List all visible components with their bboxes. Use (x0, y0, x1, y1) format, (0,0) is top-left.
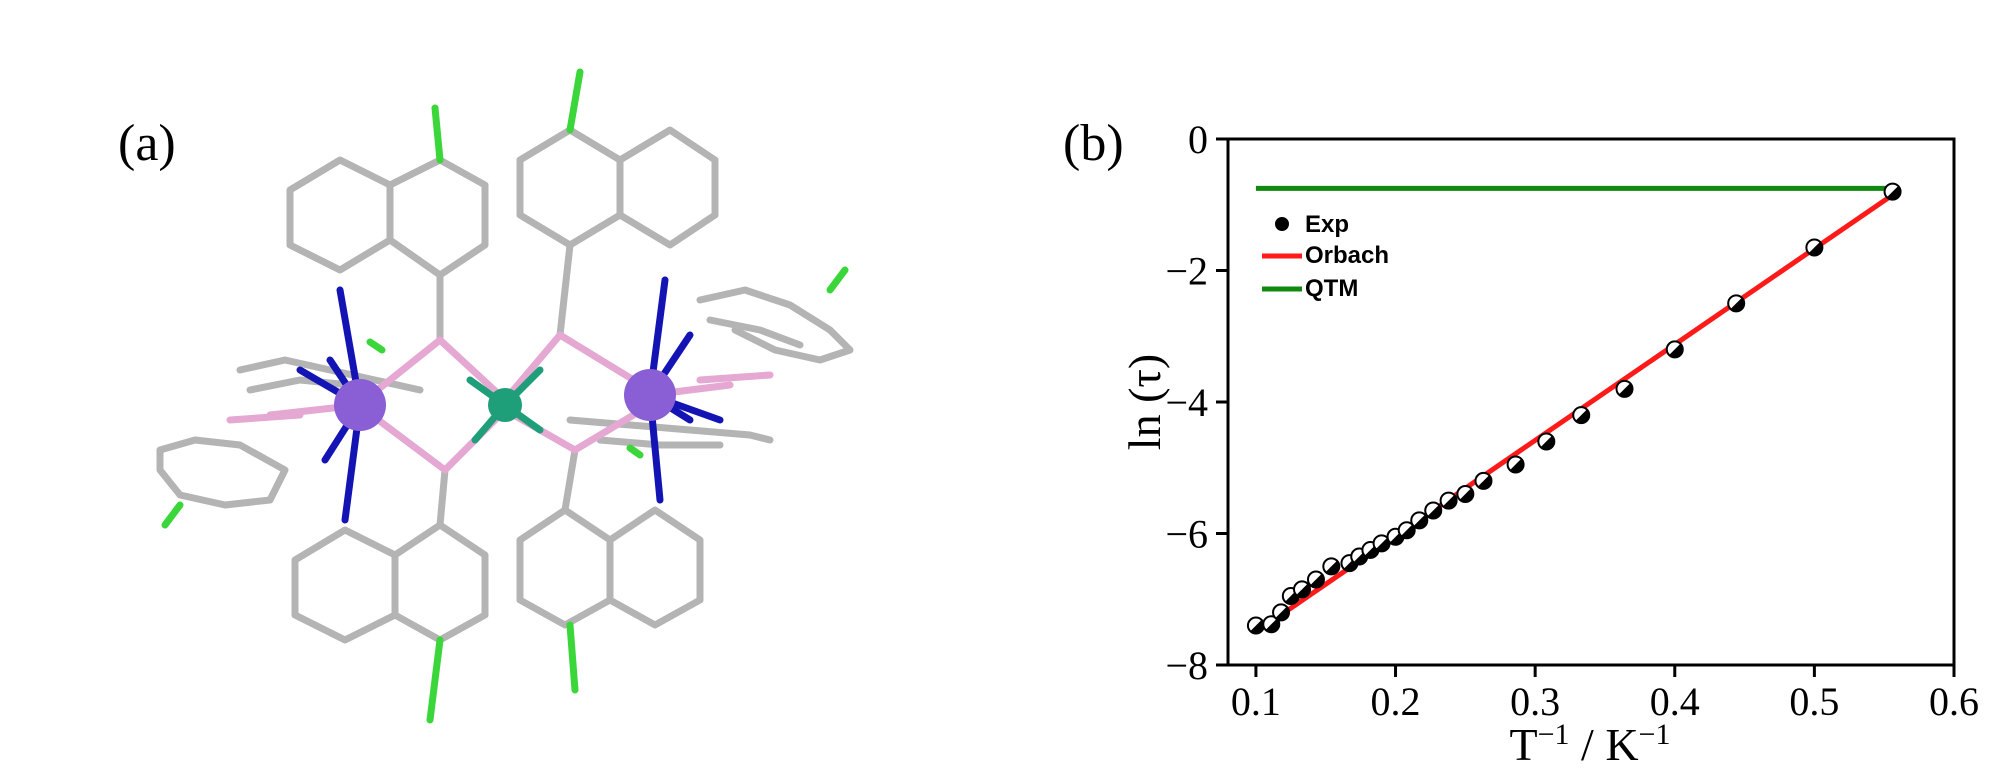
exp-point-fill (1808, 241, 1823, 256)
exp-data-point (1883, 182, 1902, 201)
exp-point-fill (1325, 560, 1340, 575)
y-axis: 0 −2 −4 −6 −8 (1165, 117, 1228, 688)
exp-data-point (1410, 511, 1429, 530)
legend-exp-marker (1275, 217, 1289, 231)
y-tick-label: 0 (1188, 117, 1208, 162)
exp-data-point (1424, 501, 1443, 520)
exp-data-point (1306, 570, 1325, 589)
dysprosium-atom-right (624, 369, 676, 421)
y-tick-label: −8 (1165, 643, 1208, 688)
x-axis-title-exponent-1: −1 (1538, 718, 1570, 751)
legend: Exp Orbach QTM (1262, 211, 1389, 302)
exp-point-fill (1310, 573, 1324, 588)
exp-point-fill (1618, 383, 1633, 397)
x-axis-title-unit: / K (1570, 719, 1639, 770)
arrhenius-plot: 0.1 0.2 0.3 0.4 0.5 0.6 0 −2 −4 −6 −8 ln (τ) T−1 … (1119, 117, 1979, 770)
exp-data-point (1727, 294, 1746, 313)
exp-data-point (1665, 340, 1684, 359)
exp-data-point (1506, 455, 1525, 474)
exp-point-fill (1265, 618, 1280, 633)
legend-orbach-label: Orbach (1305, 242, 1389, 269)
exp-point-fill (1275, 606, 1290, 621)
exp-data-point (1537, 432, 1556, 451)
exp-point-fill (1250, 619, 1264, 634)
y-tick-label: −4 (1165, 380, 1208, 425)
panel-a-label: (a) (118, 115, 176, 172)
x-tick-label: 0.4 (1650, 679, 1700, 724)
dysprosium-atom-left (334, 379, 386, 431)
exp-point-fill (1509, 458, 1524, 473)
exp-point-fill (1459, 488, 1474, 503)
x-axis-title-exponent-2: −1 (1639, 718, 1671, 751)
carbon-bonds (156, 126, 854, 644)
exp-data-point (1572, 406, 1591, 425)
exp-point-fill (1401, 524, 1415, 539)
exp-data-point (1474, 471, 1493, 490)
legend-qtm-label: QTM (1305, 275, 1358, 302)
y-tick-label: −2 (1165, 249, 1208, 294)
exp-point-fill (1886, 185, 1901, 200)
exp-data-point (1397, 521, 1416, 540)
y-axis-title: ln (τ) (1119, 354, 1170, 450)
x-tick-label: 0.1 (1231, 679, 1281, 724)
exp-data-point (1456, 485, 1475, 504)
exp-data-point (1372, 534, 1391, 553)
x-tick-label: 0.2 (1371, 679, 1421, 724)
legend-exp-label: Exp (1305, 211, 1349, 238)
exp-data-point (1322, 557, 1341, 576)
panel-b-label: (b) (1063, 115, 1124, 172)
exp-data-point (1292, 580, 1311, 599)
exp-data-point (1615, 379, 1634, 398)
series-layer (1246, 182, 1902, 635)
panel-b: (b) 0.1 0.2 0.3 0.4 0.5 0.6 0 −2 −4 −6 −8 ln (τ) … (1063, 115, 1979, 770)
x-tick-label: 0.6 (1929, 679, 1979, 724)
panel-a: (a) (118, 68, 854, 724)
exp-point-fill (1730, 297, 1745, 312)
x-axis-title: T−1 / K−1 (1510, 718, 1671, 771)
exp-point-fill (1575, 409, 1590, 424)
exp-point-fill (1427, 504, 1442, 519)
x-axis-title-symbol: T (1510, 719, 1538, 770)
fluorine-bonds (161, 68, 849, 724)
exp-point-fill (1413, 514, 1428, 529)
exp-point-fill (1477, 475, 1492, 489)
exp-point-fill (1375, 537, 1390, 552)
exp-point-fill (1442, 494, 1457, 509)
exp-point-fill (1669, 343, 1683, 358)
exp-data-point (1272, 603, 1291, 622)
exp-data-point (1439, 491, 1458, 510)
exp-data-point (1805, 238, 1824, 257)
central-metal-atom (488, 388, 522, 422)
exp-data-point (1262, 615, 1281, 634)
exp-point-fill (1540, 435, 1555, 450)
molecular-structure (156, 68, 854, 724)
x-axis: 0.1 0.2 0.3 0.4 0.5 0.6 (1231, 665, 1979, 724)
x-tick-label: 0.3 (1510, 679, 1560, 724)
exp-point-fill (1296, 583, 1310, 598)
y-tick-label: −6 (1165, 512, 1208, 557)
x-tick-label: 0.5 (1789, 679, 1839, 724)
